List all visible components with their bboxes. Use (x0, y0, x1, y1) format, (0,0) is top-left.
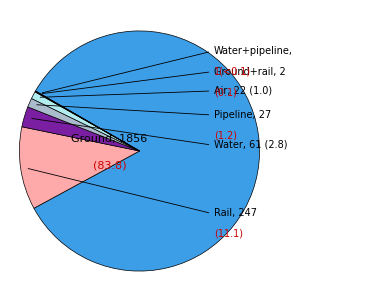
Text: (1.2): (1.2) (214, 130, 237, 140)
Wedge shape (35, 91, 140, 151)
Text: Air, 22 (1.0): Air, 22 (1.0) (214, 86, 272, 96)
Wedge shape (35, 91, 140, 151)
Wedge shape (22, 107, 140, 151)
Text: Pipeline, 27: Pipeline, 27 (214, 110, 271, 120)
Text: Ground+rail, 2: Ground+rail, 2 (214, 67, 286, 77)
Wedge shape (32, 92, 140, 151)
Text: Ground, 1856: Ground, 1856 (71, 134, 148, 144)
Text: Water+pipeline,: Water+pipeline, (214, 46, 293, 56)
Text: Rail, 247: Rail, 247 (214, 208, 257, 218)
Wedge shape (28, 98, 140, 151)
Wedge shape (20, 127, 140, 208)
Text: Water, 61 (2.8): Water, 61 (2.8) (214, 140, 287, 150)
Text: 1(<0.1): 1(<0.1) (214, 67, 251, 77)
Text: (11.1): (11.1) (214, 229, 243, 239)
Text: (0.1): (0.1) (214, 87, 237, 97)
Text: (83.8): (83.8) (93, 160, 126, 170)
Wedge shape (34, 31, 260, 271)
